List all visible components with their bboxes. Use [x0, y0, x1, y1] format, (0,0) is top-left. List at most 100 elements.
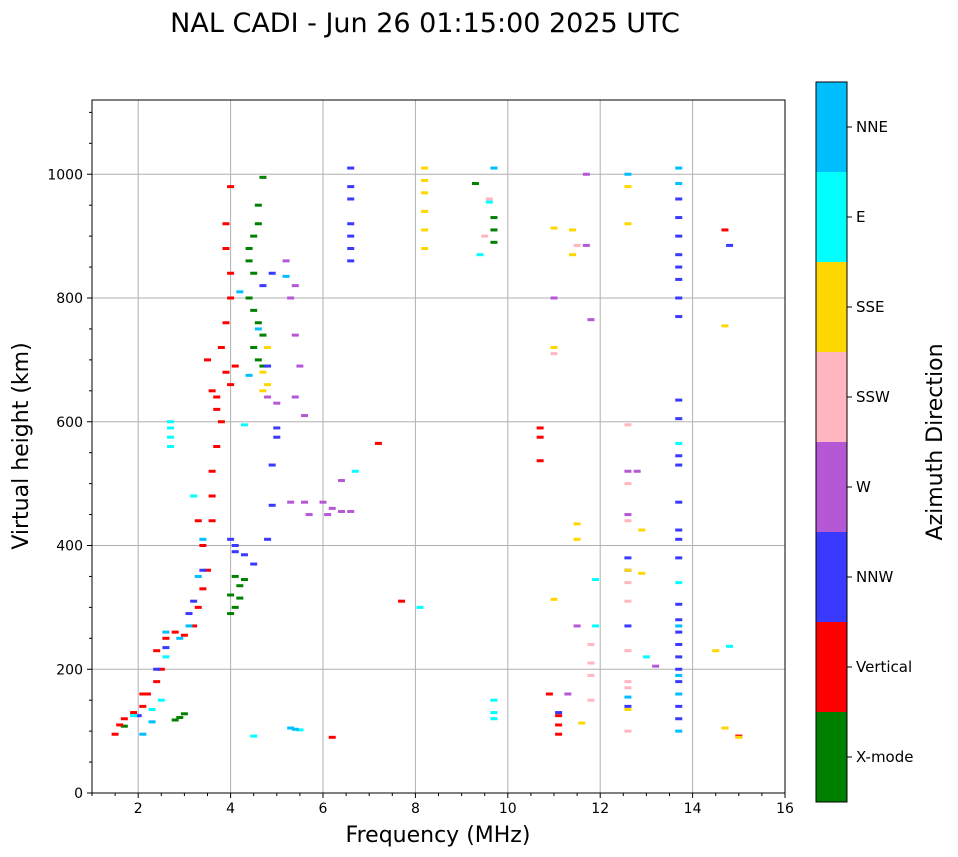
x-tick-label: 8 [411, 801, 420, 817]
colorbar-segment [816, 352, 847, 442]
data-point-nnw [675, 537, 683, 541]
data-point-vertical [231, 364, 239, 368]
data-point-ssw [624, 599, 632, 603]
data-point-nnw [675, 717, 683, 721]
data-point-e [490, 698, 498, 702]
colorbar-segment [816, 172, 847, 262]
data-point-vertical [213, 407, 221, 411]
data-point-nnw [347, 185, 355, 189]
data-point-nne [176, 636, 184, 640]
axis-ticks: 2 4 6 8 10 12 14 16 0 200 400 600 800 1000 [47, 111, 794, 817]
data-point-sse [421, 178, 429, 182]
data-point-w [587, 318, 595, 322]
data-point-e [592, 624, 600, 628]
data-point-nne [675, 182, 683, 186]
data-point-nnw [675, 500, 683, 504]
data-point-vertical [194, 519, 202, 523]
data-point-vertical [204, 568, 211, 572]
data-point-vertical [555, 723, 563, 727]
data-point-e [157, 698, 165, 702]
data-point-x-mode [236, 596, 244, 600]
data-point-nnw [347, 166, 355, 170]
data-point-e [485, 200, 493, 204]
data-point-vertical [180, 633, 188, 637]
x-axis-title: Frequency (MHz) [346, 823, 531, 848]
data-point-sse [573, 522, 581, 526]
data-point-sse [712, 649, 720, 653]
data-point-nnw [190, 599, 198, 603]
data-point-e [167, 426, 175, 430]
data-point-vertical [536, 435, 544, 439]
data-point-vertical [111, 732, 119, 736]
data-point-e [675, 441, 683, 445]
x-tick-label: 16 [776, 801, 794, 817]
data-point-sse [624, 707, 632, 711]
data-point-vertical [227, 383, 235, 387]
data-point-sse [638, 571, 646, 575]
colorbar-label: Vertical [856, 658, 912, 676]
data-point-e [476, 253, 484, 257]
colorbar-frame [815, 81, 848, 803]
data-point-x-mode [250, 234, 258, 238]
data-point-e [490, 711, 498, 715]
data-point-nne [162, 630, 170, 634]
data-point-nnw [675, 556, 683, 560]
data-point-w [264, 395, 272, 399]
data-point-vertical [116, 723, 124, 727]
data-point-nnw [250, 562, 258, 566]
data-point-sse [259, 370, 267, 374]
data-point-vertical [227, 271, 235, 275]
plot-background [92, 100, 785, 793]
data-point-w [624, 469, 632, 473]
data-point-w [337, 509, 345, 513]
y-axis-title: Virtual height (km) [9, 342, 34, 549]
data-point-ssw [550, 352, 558, 356]
data-point-nnw [675, 234, 683, 238]
data-point-nnw [153, 667, 161, 671]
data-point-x-mode [490, 228, 498, 232]
data-point-vertical [536, 459, 544, 463]
data-point-vertical [208, 389, 216, 393]
data-point-vertical [208, 469, 216, 473]
data-point-x-mode [231, 605, 239, 609]
data-point-vertical [194, 605, 202, 609]
data-point-sse [721, 726, 729, 730]
data-point-e [490, 717, 498, 721]
data-point-vertical [153, 680, 161, 684]
data-point-vertical [545, 692, 553, 696]
data-point-x-mode [176, 716, 184, 720]
data-point-vertical [227, 185, 235, 189]
data-point-ssw [624, 482, 632, 486]
colorbar-segment [816, 712, 847, 802]
data-point-nnw [675, 704, 683, 708]
data-point-nne [236, 290, 244, 294]
data-point-nne [675, 624, 683, 628]
data-point-vertical [199, 587, 207, 591]
data-point-sse [259, 389, 267, 393]
data-point-vertical [208, 494, 216, 498]
data-point-sse [624, 568, 632, 572]
data-point-sse [638, 528, 646, 532]
data-point-nne [139, 732, 147, 736]
data-point-nnw [624, 624, 632, 628]
data-point-nne [675, 729, 683, 733]
colorbar-label: W [856, 478, 871, 496]
data-point-e [592, 578, 600, 582]
data-point-vertical [398, 599, 406, 603]
data-point-nne [291, 727, 299, 731]
data-point-vertical [222, 321, 230, 325]
colorbar-segment [816, 622, 847, 712]
data-point-e [240, 423, 248, 427]
data-point-x-mode [227, 593, 235, 597]
data-point-vertical [139, 704, 147, 708]
data-point-nnw [264, 364, 272, 368]
colorbar-label: NNE [856, 118, 888, 136]
data-point-vertical [204, 358, 211, 362]
data-point-vertical [328, 735, 336, 739]
data-point-nnw [675, 265, 683, 269]
data-point-vertical [374, 441, 382, 445]
data-point-nnw [675, 417, 683, 421]
data-point-e [296, 728, 304, 732]
x-tick-label: 12 [591, 801, 609, 817]
